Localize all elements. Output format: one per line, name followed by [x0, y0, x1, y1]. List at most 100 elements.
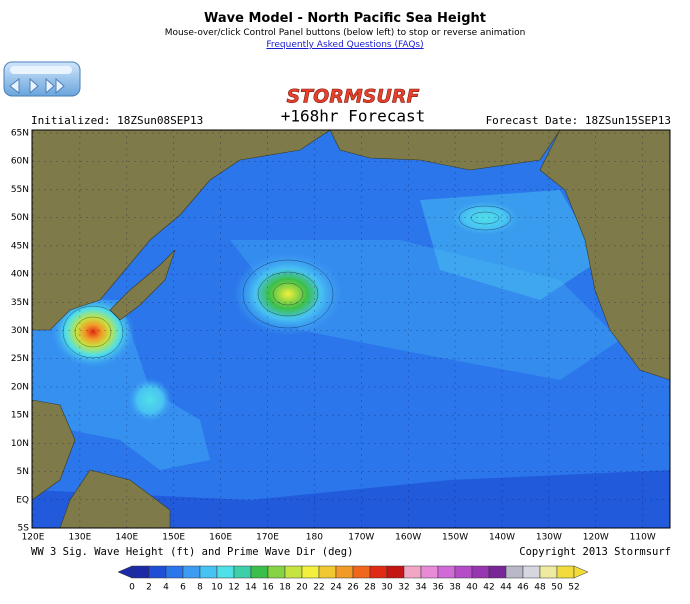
colorbar-label: 30	[381, 583, 393, 593]
colorbar-label: 18	[279, 583, 291, 593]
colorbar-cell	[148, 565, 167, 579]
colorbar-cell	[454, 565, 473, 579]
colorbar-label: 2	[146, 583, 152, 593]
colorbar-cell	[199, 565, 218, 579]
initialized: Initialized: 18ZSun08SEP13	[31, 114, 203, 127]
colorbar-cell	[386, 565, 405, 579]
colorbar-cell	[505, 565, 524, 579]
colorbar-cell	[420, 565, 439, 579]
asia-land	[31, 129, 331, 331]
colorbar-label: 44	[500, 583, 512, 593]
map	[31, 129, 671, 529]
colorbar-cell	[182, 565, 201, 579]
colorbar-arrow	[573, 565, 589, 579]
colorbar-label: 6	[180, 583, 186, 593]
colorbar-label: 32	[398, 583, 409, 593]
lat-label: 65N	[11, 129, 29, 139]
lat-label: 60N	[11, 157, 29, 167]
subtitle: Mouse-over/click Control Panel buttons (…	[164, 28, 526, 38]
lat-label: 5S	[18, 524, 30, 534]
colorbar-label: 38	[449, 583, 461, 593]
fast-forward-button[interactable]	[45, 77, 65, 95]
lon-label: 120E	[22, 533, 45, 543]
colorbar-cell	[471, 565, 490, 579]
colorbar-cell	[250, 565, 269, 579]
axes: 65N 60N 55N 50N 45N 40N 35N 30N 25N 20N 15N 10N 5N EQ…	[11, 129, 670, 543]
copyright: Copyright 2013 Stormsurf	[519, 546, 671, 558]
lon-label: 130W	[536, 533, 562, 543]
colorbar-label: 4	[163, 583, 169, 593]
colorbar-arrow	[117, 565, 133, 579]
colorbar-label: 50	[551, 583, 563, 593]
lat-label: 15N	[11, 411, 29, 421]
colorbar-label: 40	[466, 583, 478, 593]
lon-label: 140E	[115, 533, 138, 543]
colorbar-label: 42	[483, 583, 494, 593]
lat-label: 30N	[11, 326, 29, 336]
play-button[interactable]	[29, 77, 39, 95]
lat-label: 25N	[11, 354, 29, 364]
lat-label: 5N	[17, 467, 29, 477]
colorbar-label: 8	[197, 583, 203, 593]
lat-label: 45N	[11, 241, 29, 251]
japan-land	[109, 249, 176, 321]
alaska-land	[329, 129, 561, 171]
colorbar-cell	[284, 565, 303, 579]
storm	[128, 378, 172, 422]
lon-label: 150E	[162, 533, 185, 543]
lat-label: 55N	[11, 185, 29, 195]
colorbar-cell	[131, 565, 150, 579]
lon-label: 150W	[442, 533, 468, 543]
colorbar-label: 10	[211, 583, 223, 593]
reverse-button[interactable]	[9, 77, 20, 95]
colorbar-label: 14	[245, 583, 257, 593]
colorbar-label: 22	[313, 583, 324, 593]
colorbar-cell	[216, 565, 235, 579]
forecast-date: Forecast Date: 18ZSun15SEP13	[486, 114, 671, 127]
lat-label: EQ	[16, 495, 29, 505]
colorbar-label: 24	[330, 583, 342, 593]
colorbar-label: 0	[129, 583, 135, 593]
lon-label: 130E	[68, 533, 91, 543]
colorbar-label: 20	[296, 583, 308, 593]
lat-label: 50N	[11, 213, 29, 223]
colorbar-cell	[301, 565, 320, 579]
colorbar-cell	[335, 565, 354, 579]
lon-label: 140W	[489, 533, 515, 543]
colorbar-cell	[539, 565, 558, 579]
colorbar-label: 36	[432, 583, 444, 593]
colorbar-cell	[437, 565, 456, 579]
control-panel	[3, 61, 81, 97]
colorbar-cell	[165, 565, 184, 579]
colorbar-label: 52	[568, 583, 579, 593]
storm	[233, 252, 343, 336]
lon-label: 160E	[209, 533, 232, 543]
caption: WW 3 Sig. Wave Height (ft) and Prime Wav…	[31, 546, 353, 558]
colorbar-cell	[488, 565, 507, 579]
colorbar-cell	[233, 565, 252, 579]
colorbar-label: 12	[228, 583, 239, 593]
forecast-hour: +168hr Forecast	[281, 107, 426, 126]
colorbar-label: 46	[517, 583, 529, 593]
storm	[449, 200, 521, 236]
control-slider[interactable]	[10, 66, 72, 74]
lon-label: 110W	[630, 533, 656, 543]
calm-zone	[32, 470, 670, 528]
colorbar-label: 34	[415, 583, 427, 593]
colorbar-label: 28	[364, 583, 376, 593]
logo: STORMSURF	[286, 86, 419, 108]
lon-label: 170W	[348, 533, 374, 543]
colorbar-label: 48	[534, 583, 546, 593]
colorbar-cell	[369, 565, 388, 579]
colorbar-cell	[352, 565, 371, 579]
page-title: Wave Model - North Pacific Sea Height	[204, 11, 486, 26]
lon-label: 180	[306, 533, 323, 543]
lon-label: 170E	[256, 533, 279, 543]
colorbar-cell	[318, 565, 337, 579]
colorbar-cell	[267, 565, 286, 579]
colorbar-cell	[403, 565, 422, 579]
colorbar-cell	[556, 565, 575, 579]
faq-link[interactable]: Frequently Asked Questions (FAQs)	[266, 40, 424, 50]
